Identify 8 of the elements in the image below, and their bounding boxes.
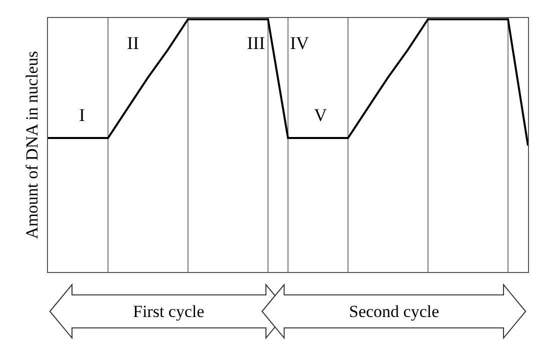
y-axis-title: Amount of DNA in nucleus <box>22 51 42 239</box>
annotation: IV <box>290 33 309 53</box>
annotation: II <box>127 33 139 53</box>
annotation: I <box>79 105 85 125</box>
text: Second cycle <box>349 302 440 321</box>
text: First cycle <box>133 302 204 321</box>
annotation: III <box>247 33 265 53</box>
annotation: V <box>314 105 327 125</box>
